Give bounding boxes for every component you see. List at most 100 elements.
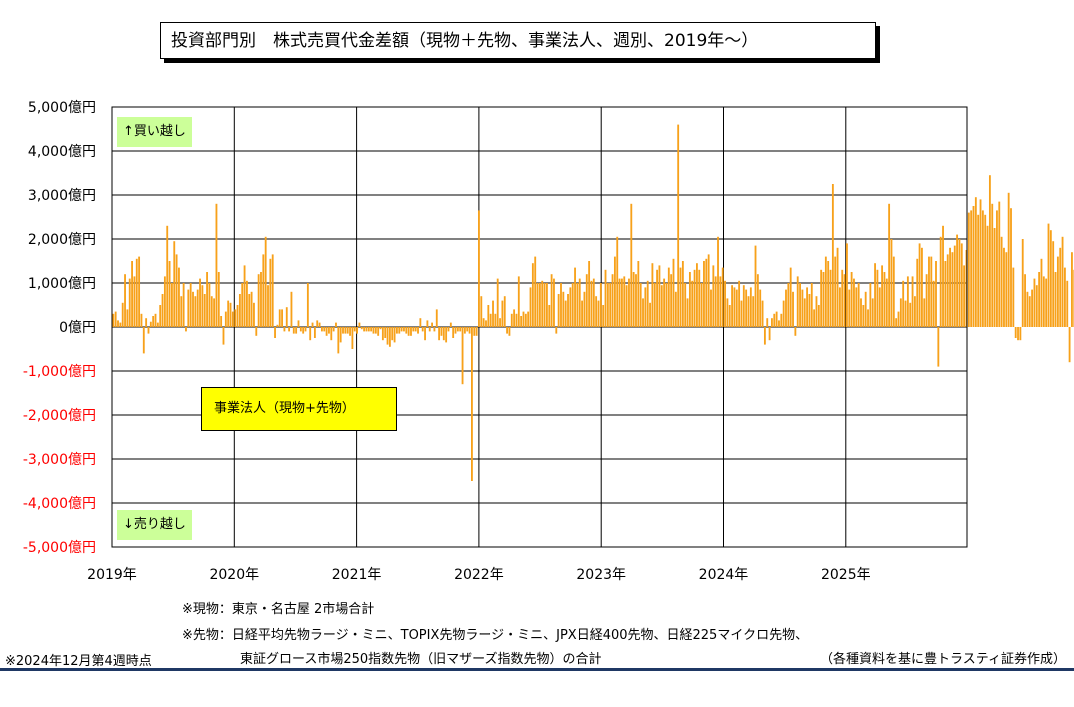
bar bbox=[550, 274, 553, 327]
series-legend: 事業法人（現物+先物） bbox=[201, 387, 397, 431]
y-tick-label: 3,000億円 bbox=[28, 188, 96, 204]
bar bbox=[749, 287, 752, 327]
bar bbox=[646, 280, 649, 327]
bar bbox=[796, 276, 799, 327]
bar bbox=[391, 327, 394, 341]
bar bbox=[492, 300, 494, 327]
bar bbox=[1042, 276, 1045, 327]
bar bbox=[119, 322, 122, 327]
bar bbox=[295, 327, 298, 334]
bar bbox=[595, 296, 598, 327]
bar bbox=[850, 272, 853, 327]
bar bbox=[717, 236, 719, 327]
bar bbox=[520, 316, 523, 327]
bar bbox=[501, 300, 504, 327]
bar bbox=[703, 261, 705, 327]
bar bbox=[276, 324, 279, 327]
bar bbox=[984, 214, 987, 327]
bar bbox=[815, 296, 818, 327]
bar bbox=[264, 236, 267, 327]
bar bbox=[292, 327, 295, 334]
bar bbox=[972, 206, 975, 327]
bar bbox=[714, 276, 717, 327]
bar bbox=[248, 294, 251, 327]
bar bbox=[644, 287, 647, 327]
bar bbox=[803, 298, 806, 327]
bar bbox=[485, 320, 487, 327]
bar bbox=[445, 327, 448, 343]
bar bbox=[367, 327, 370, 332]
bar bbox=[700, 283, 703, 327]
bar bbox=[475, 327, 478, 336]
bar bbox=[658, 265, 661, 327]
bar bbox=[956, 234, 959, 327]
note-spot: ※現物：東京・名古屋 2市場合計 bbox=[182, 602, 375, 617]
bar bbox=[243, 265, 246, 327]
bar bbox=[613, 256, 616, 327]
bar bbox=[328, 327, 330, 334]
bar bbox=[625, 285, 628, 327]
bar bbox=[246, 280, 248, 327]
bar bbox=[1035, 285, 1038, 327]
bar bbox=[405, 327, 408, 334]
bar bbox=[288, 327, 291, 332]
bar bbox=[339, 327, 342, 343]
bar bbox=[763, 327, 766, 345]
bar bbox=[124, 274, 126, 327]
bar bbox=[546, 283, 548, 327]
bar bbox=[747, 296, 750, 327]
bar bbox=[1031, 289, 1034, 327]
bar bbox=[996, 210, 998, 327]
bar bbox=[274, 327, 276, 338]
bar bbox=[705, 258, 708, 327]
bar bbox=[281, 309, 283, 327]
bar bbox=[628, 278, 630, 327]
bar bbox=[1028, 296, 1031, 327]
bar bbox=[112, 313, 115, 327]
bar bbox=[168, 261, 171, 327]
bar bbox=[670, 274, 673, 327]
bar bbox=[801, 289, 804, 327]
bar bbox=[939, 236, 942, 327]
bar bbox=[257, 274, 260, 327]
bar bbox=[323, 327, 326, 332]
bar bbox=[991, 203, 994, 327]
bar bbox=[208, 283, 211, 327]
bar bbox=[585, 274, 588, 327]
bar bbox=[836, 247, 839, 327]
bar bbox=[1061, 236, 1064, 327]
bar bbox=[337, 327, 340, 354]
bar bbox=[529, 287, 532, 327]
bar bbox=[921, 247, 923, 327]
bar bbox=[674, 291, 677, 327]
bar bbox=[330, 327, 333, 341]
bar bbox=[913, 296, 916, 327]
bar bbox=[721, 267, 724, 327]
bar bbox=[834, 256, 837, 327]
bar bbox=[867, 309, 869, 327]
bar bbox=[949, 247, 951, 327]
bars bbox=[112, 124, 1074, 481]
bar bbox=[792, 291, 794, 327]
bar bbox=[313, 327, 316, 338]
bar bbox=[1052, 241, 1055, 327]
bar bbox=[335, 322, 337, 327]
bar bbox=[953, 245, 956, 327]
note-futures-line2: 東証グロース市場250指数先物（旧マザーズ指数先物）の合計 bbox=[240, 652, 602, 667]
bar bbox=[231, 311, 234, 327]
x-tick-label: 2019年 bbox=[87, 567, 137, 583]
bar bbox=[813, 309, 816, 327]
bar bbox=[838, 287, 841, 327]
bar bbox=[609, 283, 612, 327]
bar bbox=[419, 318, 422, 327]
plot-area-frame bbox=[111, 106, 968, 548]
bar bbox=[1054, 272, 1057, 327]
bar bbox=[178, 267, 180, 327]
bar bbox=[238, 294, 241, 327]
bar bbox=[773, 313, 776, 327]
bar bbox=[942, 225, 944, 327]
bar bbox=[712, 265, 715, 327]
bar bbox=[456, 327, 459, 332]
bar bbox=[808, 294, 811, 327]
